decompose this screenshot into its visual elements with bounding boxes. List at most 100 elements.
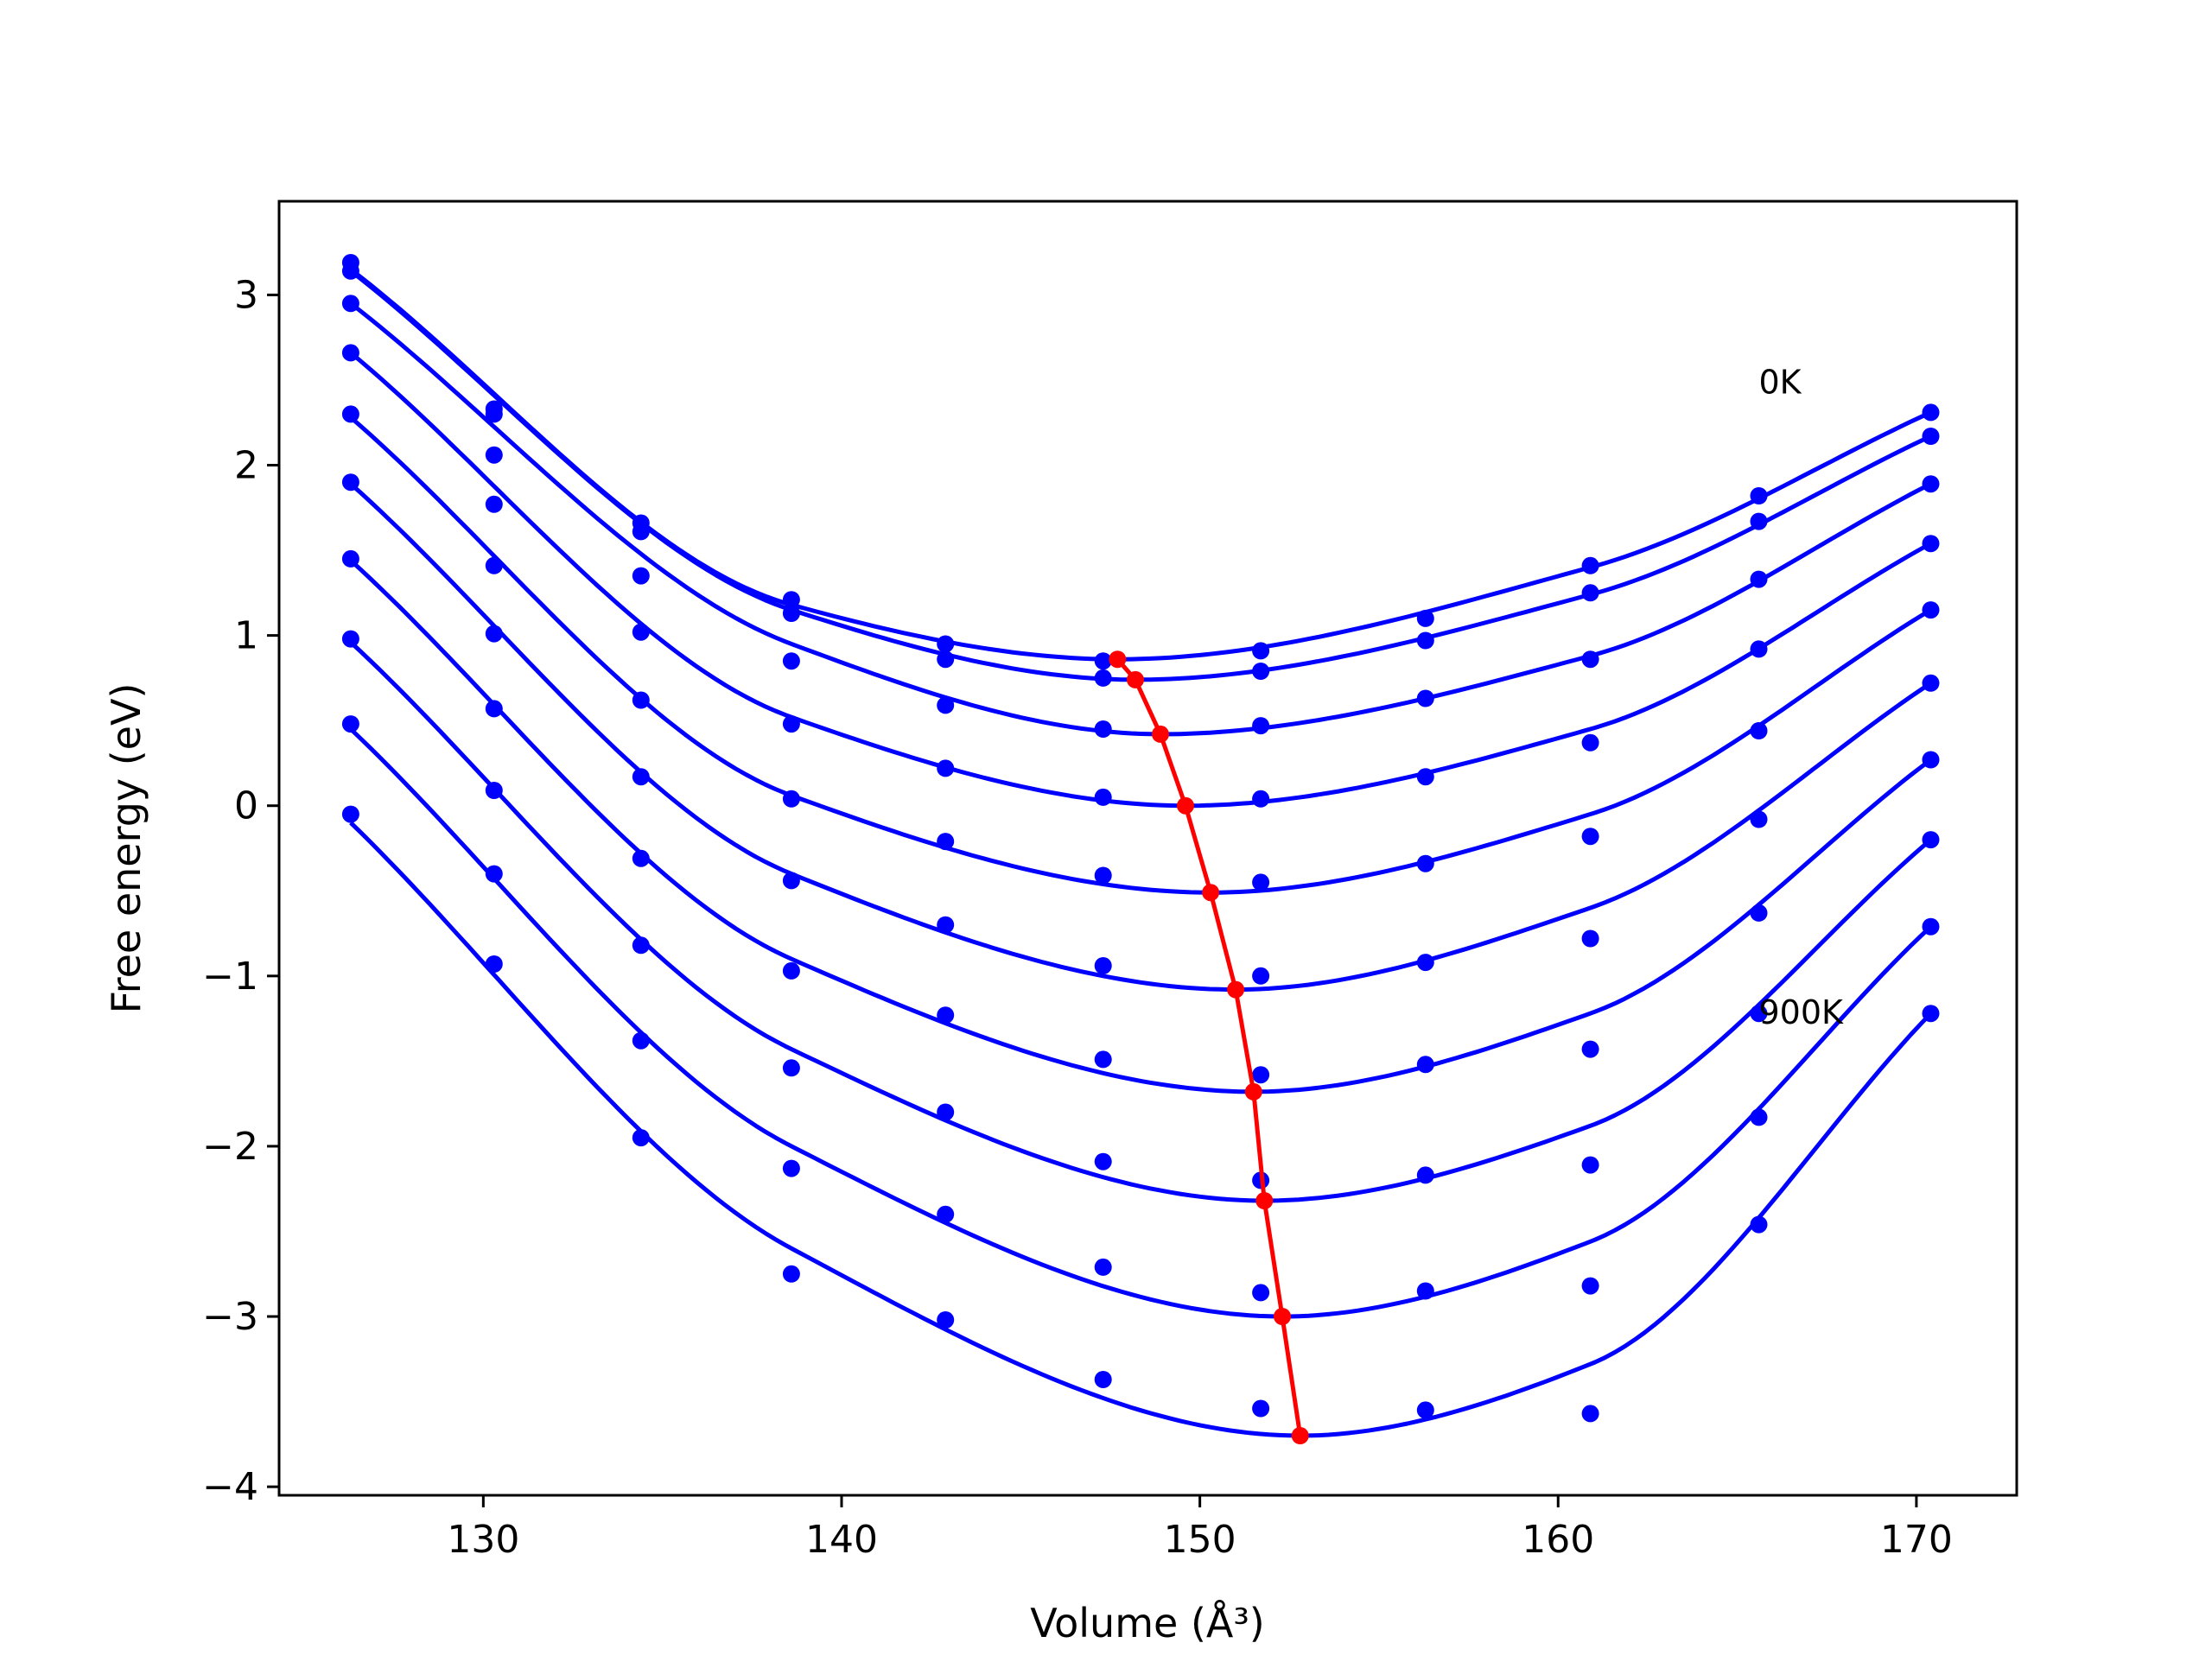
data-point-s4-4 xyxy=(937,833,955,851)
plot-content xyxy=(341,254,1940,1444)
data-point-s7-9 xyxy=(1750,1005,1768,1023)
data-point-s8-5 xyxy=(1094,1258,1112,1276)
data-point-s3-2 xyxy=(632,623,650,641)
data-point-s6-9 xyxy=(1750,904,1768,922)
data-point-s1-0 xyxy=(341,262,359,280)
data-point-s6-1 xyxy=(485,700,503,718)
data-point-s2-0 xyxy=(341,295,359,313)
minima-point-7 xyxy=(1255,1192,1274,1209)
y-tick-label--3: −3 xyxy=(202,1295,258,1339)
x-tick-label-130: 130 xyxy=(447,1518,519,1562)
fit-curve-4 xyxy=(349,416,1932,895)
minima-point-9 xyxy=(1291,1427,1309,1444)
data-point-s3-0 xyxy=(341,344,359,362)
data-point-s2-3 xyxy=(782,652,800,670)
data-point-s3-3 xyxy=(782,715,800,733)
data-point-s4-8 xyxy=(1581,828,1599,846)
data-point-s1-7 xyxy=(1416,631,1434,650)
fit-curve-7 xyxy=(349,640,1933,1203)
data-point-s6-6 xyxy=(1252,1066,1270,1084)
data-point-s4-7 xyxy=(1416,854,1434,872)
data-point-s7-2 xyxy=(632,936,650,955)
axis-ticks: 130 140 150 160 170 −4 −3 −2 −1 0 1 2 3 xyxy=(202,273,1953,1562)
data-point-s7-7 xyxy=(1416,1166,1434,1184)
x-tick-label-160: 160 xyxy=(1522,1518,1594,1562)
data-point-s4-10 xyxy=(1922,601,1940,619)
fit-curve-3 xyxy=(349,351,1932,809)
data-point-s8-6 xyxy=(1252,1284,1270,1302)
data-point-s8-4 xyxy=(937,1205,955,1223)
minima-point-5 xyxy=(1227,980,1245,999)
data-point-s1-2 xyxy=(632,523,650,541)
data-point-s9-8 xyxy=(1581,1405,1599,1423)
y-tick-label--2: −2 xyxy=(202,1125,258,1169)
data-point-s6-10 xyxy=(1922,751,1940,769)
data-point-s2-8 xyxy=(1581,650,1599,669)
data-point-s5-1 xyxy=(485,625,503,643)
minima-point-3 xyxy=(1177,796,1194,815)
minima-line xyxy=(1116,657,1303,1437)
data-point-s1-1 xyxy=(485,405,503,423)
data-point-s1-4 xyxy=(937,650,955,669)
data-point-s0-10 xyxy=(1922,403,1940,422)
data-point-s6-8 xyxy=(1581,1040,1599,1058)
fit-curve-8 xyxy=(349,727,1933,1319)
data-point-s6-5 xyxy=(1094,1050,1112,1069)
data-point-s7-4 xyxy=(937,1103,955,1121)
data-point-s1-9 xyxy=(1750,512,1768,530)
data-point-s6-0 xyxy=(341,549,359,568)
data-point-s9-7 xyxy=(1416,1401,1434,1419)
data-point-s2-9 xyxy=(1750,570,1768,588)
data-point-s2-1 xyxy=(485,446,503,464)
data-point-s7-0 xyxy=(341,630,359,648)
data-point-s2-6 xyxy=(1252,717,1270,735)
data-point-s4-2 xyxy=(632,691,650,709)
data-point-s1-10 xyxy=(1922,428,1940,445)
fit-curve-2 xyxy=(349,301,1932,737)
y-tick-label--1: −1 xyxy=(202,955,258,999)
data-point-s3-6 xyxy=(1252,790,1270,808)
data-point-s3-8 xyxy=(1581,733,1599,752)
data-point-s5-6 xyxy=(1252,967,1270,985)
data-point-s0-5 xyxy=(1094,652,1112,670)
data-point-s5-7 xyxy=(1416,954,1434,972)
minima-point-4 xyxy=(1202,884,1220,902)
minima-point-0 xyxy=(1109,650,1127,669)
data-point-s0-8 xyxy=(1581,556,1599,574)
data-point-s5-2 xyxy=(632,768,650,786)
data-point-s5-10 xyxy=(1922,674,1940,692)
data-point-s5-8 xyxy=(1581,929,1599,948)
data-point-s8-0 xyxy=(341,715,359,733)
data-point-s2-10 xyxy=(1922,475,1940,493)
fit-curve-6 xyxy=(349,559,1933,1094)
x-axis-title: Volume (Å³) xyxy=(1030,1600,1265,1646)
data-point-s9-10 xyxy=(1922,1005,1940,1023)
plot-frame xyxy=(277,200,2018,1497)
data-point-s8-7 xyxy=(1416,1282,1434,1300)
data-point-s9-9 xyxy=(1750,1215,1768,1234)
y-tick-label-2: 2 xyxy=(234,444,258,488)
data-point-s1-6 xyxy=(1252,663,1270,680)
x-tick-label-150: 150 xyxy=(1164,1518,1236,1562)
annotation-0k: 0K xyxy=(1759,364,1802,402)
data-point-s5-3 xyxy=(782,872,800,890)
data-point-s4-0 xyxy=(341,405,359,423)
data-point-s2-7 xyxy=(1416,689,1434,707)
data-point-s9-3 xyxy=(782,1265,800,1283)
data-point-s8-1 xyxy=(485,865,503,883)
data-point-s9-0 xyxy=(341,805,359,823)
data-point-s5-0 xyxy=(341,473,359,492)
data-point-s1-5 xyxy=(1094,669,1112,687)
data-point-s3-7 xyxy=(1416,768,1434,786)
data-point-s6-2 xyxy=(632,849,650,867)
data-point-s3-10 xyxy=(1922,535,1940,553)
data-point-s3-4 xyxy=(937,759,955,777)
data-point-s7-5 xyxy=(1094,1152,1112,1170)
data-point-s8-8 xyxy=(1581,1277,1599,1295)
annotation-900k: 900K xyxy=(1759,993,1845,1031)
data-point-s0-7 xyxy=(1416,609,1434,627)
data-point-s8-2 xyxy=(632,1031,650,1050)
data-point-s1-3 xyxy=(782,605,800,622)
